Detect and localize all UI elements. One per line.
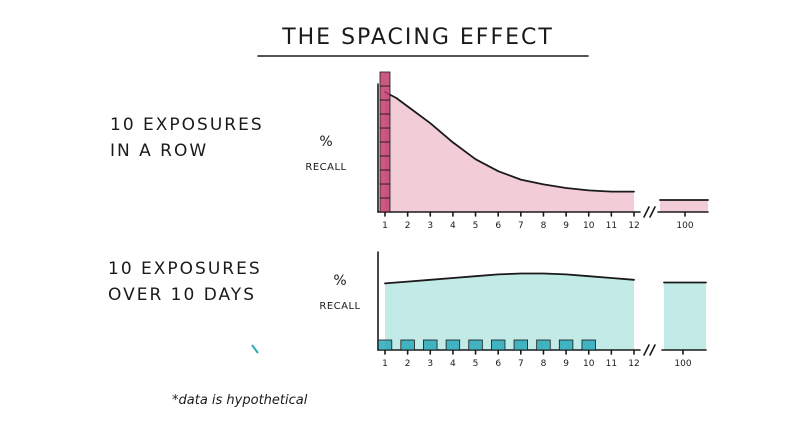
recall-area (385, 92, 634, 212)
exposure-bar (400, 339, 415, 351)
axis-break-mark (643, 344, 656, 356)
x-tick-label: 100 (676, 221, 693, 231)
x-tick-label: 3 (427, 221, 433, 231)
exposure-bar (379, 197, 391, 213)
recall-area (385, 273, 634, 350)
exposure-bar (513, 339, 529, 351)
exposure-bar (377, 339, 393, 351)
y-axis-label: RECALL (319, 301, 360, 312)
exposure-bar (536, 339, 551, 351)
x-tick-label: 1 (382, 221, 388, 231)
row-label-line: 10 EXPOSURES (110, 115, 264, 135)
exposure-bar (379, 183, 391, 199)
x-tick-label: 8 (541, 359, 547, 369)
x-tick-label: 10 (583, 221, 595, 231)
x-tick-label: 10 (583, 359, 595, 369)
x-tick-label: 2 (405, 221, 411, 231)
x-tick-label: 12 (628, 359, 639, 369)
x-tick-label: 12 (628, 221, 639, 231)
x-tick-label: 11 (606, 221, 617, 231)
chart-title: THE SPACING EFFECT (281, 25, 554, 50)
footnote: *data is hypothetical (172, 393, 308, 408)
row-label-line: OVER 10 DAYS (108, 285, 256, 305)
exposure-bar (445, 339, 461, 351)
y-axis-percent-label: % (319, 134, 332, 150)
exposure-bar (468, 339, 483, 351)
exposure-bar (379, 127, 391, 143)
x-tick-label: 2 (405, 359, 411, 369)
x-tick-label: 8 (541, 221, 547, 231)
x-tick-label: 3 (427, 359, 433, 369)
recall-area-day-100 (664, 282, 706, 350)
x-tick-label: 1 (382, 359, 388, 369)
y-axis-label: RECALL (305, 162, 346, 173)
x-tick-label: 11 (606, 359, 617, 369)
x-tick-label: 9 (563, 359, 569, 369)
x-tick-label: 5 (473, 359, 479, 369)
exposure-bar (379, 169, 391, 185)
row-label-line: 10 EXPOSURES (108, 259, 262, 279)
exposure-bar (581, 339, 596, 351)
exposure-bar (379, 155, 391, 171)
exposure-bar (490, 339, 506, 351)
x-tick-label: 100 (674, 359, 691, 369)
exposure-bar (379, 71, 391, 87)
x-tick-label: 4 (450, 359, 456, 369)
x-tick-label: 6 (495, 359, 501, 369)
recall-curve (384, 91, 635, 193)
x-tick-label: 7 (518, 359, 524, 369)
exposure-bar (379, 113, 391, 129)
axis-break-mark (643, 206, 656, 218)
exposure-bar (379, 141, 391, 157)
y-axis-percent-label: % (333, 273, 346, 289)
x-tick-label: 9 (563, 221, 569, 231)
x-tick-label: 4 (450, 221, 456, 231)
x-tick-label: 5 (473, 221, 479, 231)
exposure-bar (423, 339, 438, 351)
exposure-bar (558, 339, 574, 351)
row-label-line: IN A ROW (110, 141, 208, 161)
stray-ink-mark (251, 344, 259, 354)
exposure-bar (379, 85, 391, 101)
recall-curve (384, 272, 635, 285)
x-tick-label: 6 (495, 221, 501, 231)
x-tick-label: 7 (518, 221, 524, 231)
exposure-bar (379, 99, 391, 115)
recall-area-day-100 (660, 200, 708, 212)
